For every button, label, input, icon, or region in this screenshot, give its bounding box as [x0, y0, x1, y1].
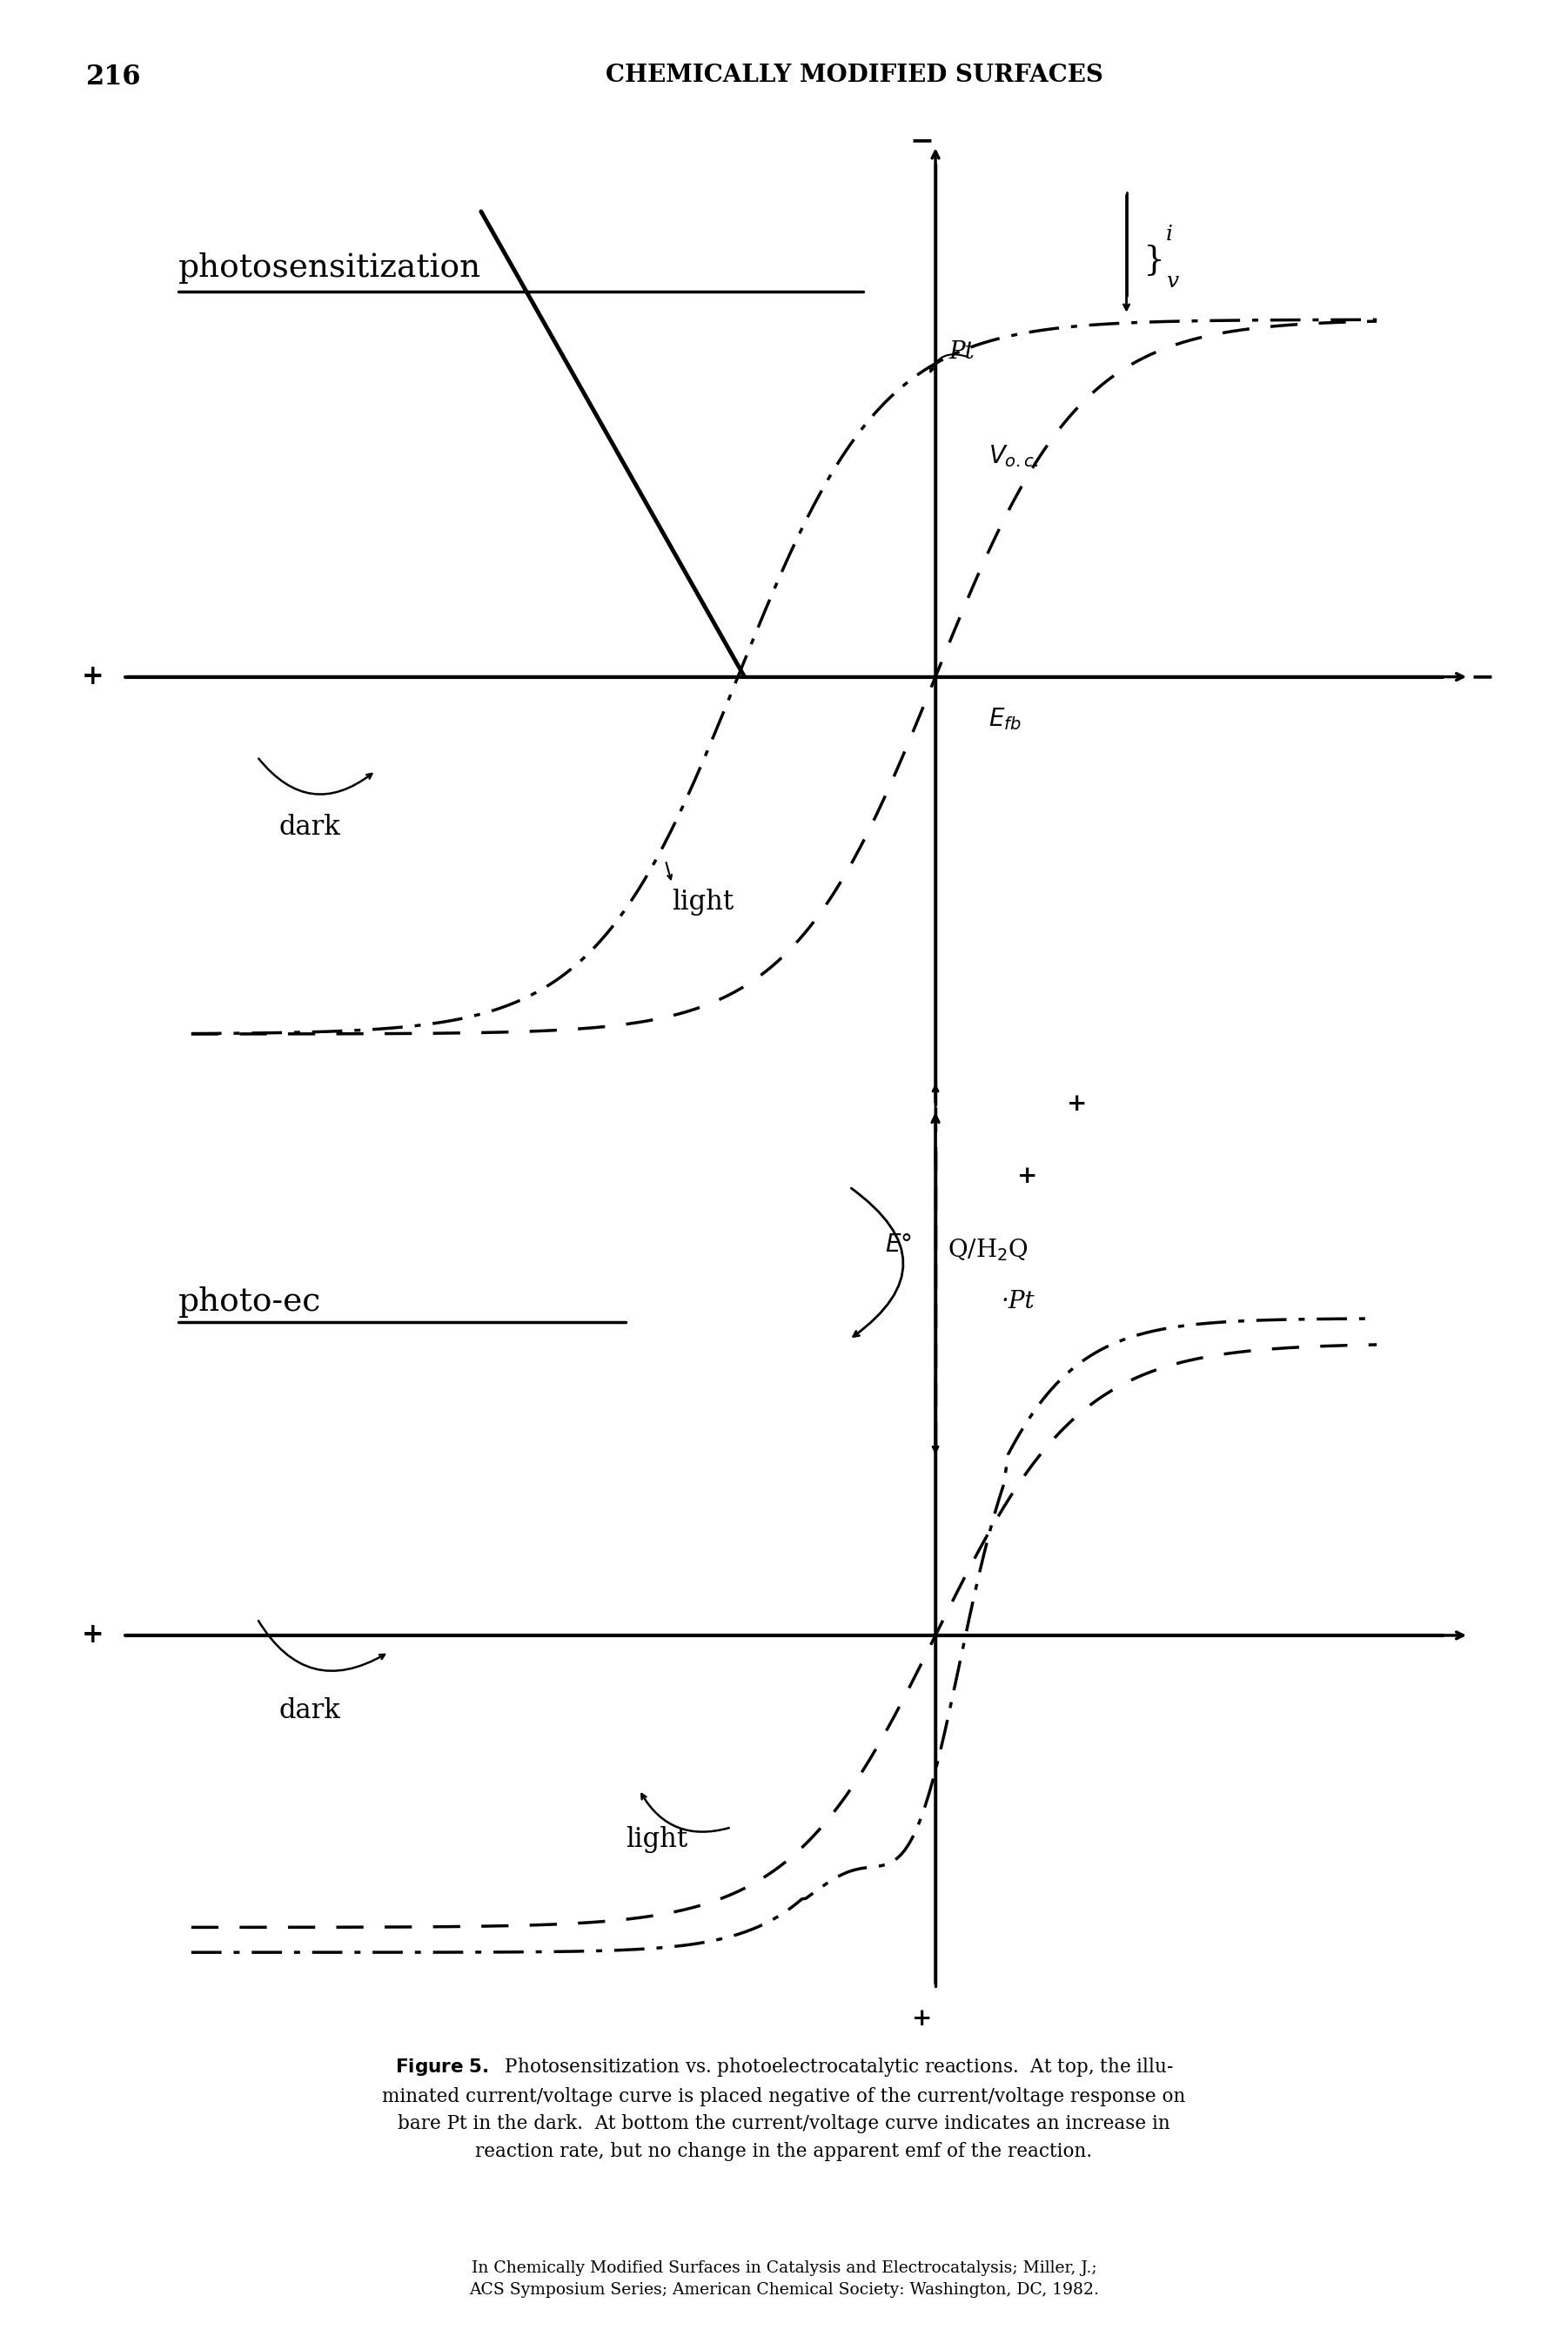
Text: −: −: [909, 127, 935, 155]
Text: photo-ec: photo-ec: [179, 1285, 321, 1318]
Text: photosensitization: photosensitization: [179, 251, 481, 284]
Text: $E°$: $E°$: [886, 1234, 913, 1257]
Text: light: light: [626, 1826, 688, 1854]
Text: {: {: [1135, 242, 1157, 275]
Text: dark: dark: [279, 813, 340, 841]
Text: $\bf{Figure\ 5.}$  Photosensitization vs. photoelectrocatalytic reactions.  At t: $\bf{Figure\ 5.}$ Photosensitization vs.…: [383, 2056, 1185, 2160]
Text: $E_{fb}$: $E_{fb}$: [988, 705, 1021, 733]
Text: In Chemically Modified Surfaces in Catalysis and Electrocatalysis; Miller, J.;
A: In Chemically Modified Surfaces in Catal…: [469, 2261, 1099, 2298]
Text: +: +: [1066, 1093, 1087, 1116]
Text: dark: dark: [279, 1697, 340, 1725]
Text: $V_{o.c.}$: $V_{o.c.}$: [988, 442, 1038, 470]
Text: light: light: [673, 888, 734, 916]
Text: ·Pt: ·Pt: [1002, 1290, 1035, 1314]
Text: i: i: [1167, 226, 1173, 244]
Text: 216: 216: [86, 63, 141, 89]
Text: +: +: [82, 1621, 103, 1650]
Text: +: +: [913, 2007, 933, 2030]
Text: v: v: [1167, 273, 1178, 291]
Text: Pt: Pt: [949, 341, 975, 364]
Text: −: −: [1469, 663, 1494, 691]
Text: +: +: [82, 663, 103, 691]
Text: +: +: [1018, 1166, 1038, 1189]
Text: Q/H$_2$Q: Q/H$_2$Q: [949, 1236, 1029, 1264]
Text: CHEMICALLY MODIFIED SURFACES: CHEMICALLY MODIFIED SURFACES: [605, 63, 1104, 87]
